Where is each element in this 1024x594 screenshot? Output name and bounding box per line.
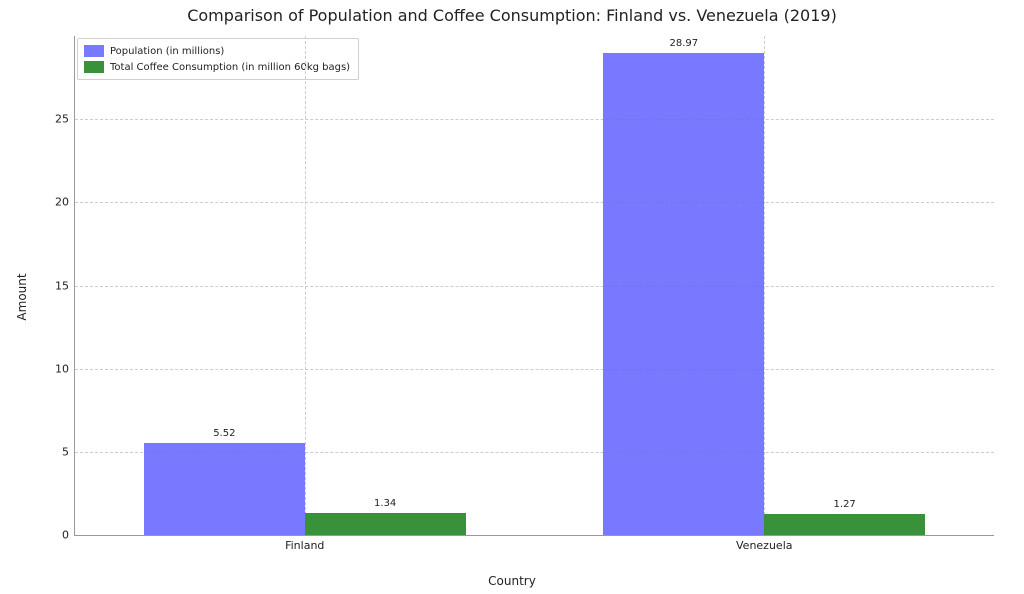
bar-value-label: 5.52	[213, 428, 235, 439]
legend-label: Total Coffee Consumption (in million 60k…	[110, 62, 350, 73]
legend-item: Total Coffee Consumption (in million 60k…	[84, 59, 350, 75]
bar-value-label: 1.34	[374, 498, 396, 509]
gridline-h	[75, 369, 994, 370]
legend-label: Population (in millions)	[110, 46, 224, 57]
xtick-label: Finland	[285, 535, 324, 552]
bar	[305, 513, 466, 535]
ytick-label: 10	[55, 362, 75, 375]
gridline-v	[764, 36, 765, 535]
legend-swatch	[84, 45, 104, 57]
gridline-h	[75, 202, 994, 203]
gridline-h	[75, 286, 994, 287]
ytick-label: 15	[55, 279, 75, 292]
ytick-label: 0	[62, 529, 75, 542]
xtick-label: Venezuela	[736, 535, 793, 552]
chart-title: Comparison of Population and Coffee Cons…	[0, 6, 1024, 25]
plot-area: Population (in millions) Total Coffee Con…	[74, 36, 994, 536]
ytick-label: 25	[55, 113, 75, 126]
ytick-label: 5	[62, 445, 75, 458]
legend: Population (in millions) Total Coffee Con…	[77, 38, 359, 80]
bar	[764, 514, 925, 535]
bar-value-label: 1.27	[834, 499, 856, 510]
legend-swatch	[84, 61, 104, 73]
bar-value-label: 28.97	[670, 38, 699, 49]
legend-item: Population (in millions)	[84, 43, 350, 59]
bar	[144, 443, 305, 535]
bar	[603, 53, 764, 535]
gridline-v	[305, 36, 306, 535]
chart-container: Comparison of Population and Coffee Cons…	[0, 0, 1024, 594]
x-axis-label: Country	[0, 574, 1024, 588]
y-axis-label: Amount	[15, 273, 29, 320]
ytick-label: 20	[55, 196, 75, 209]
gridline-h	[75, 119, 994, 120]
